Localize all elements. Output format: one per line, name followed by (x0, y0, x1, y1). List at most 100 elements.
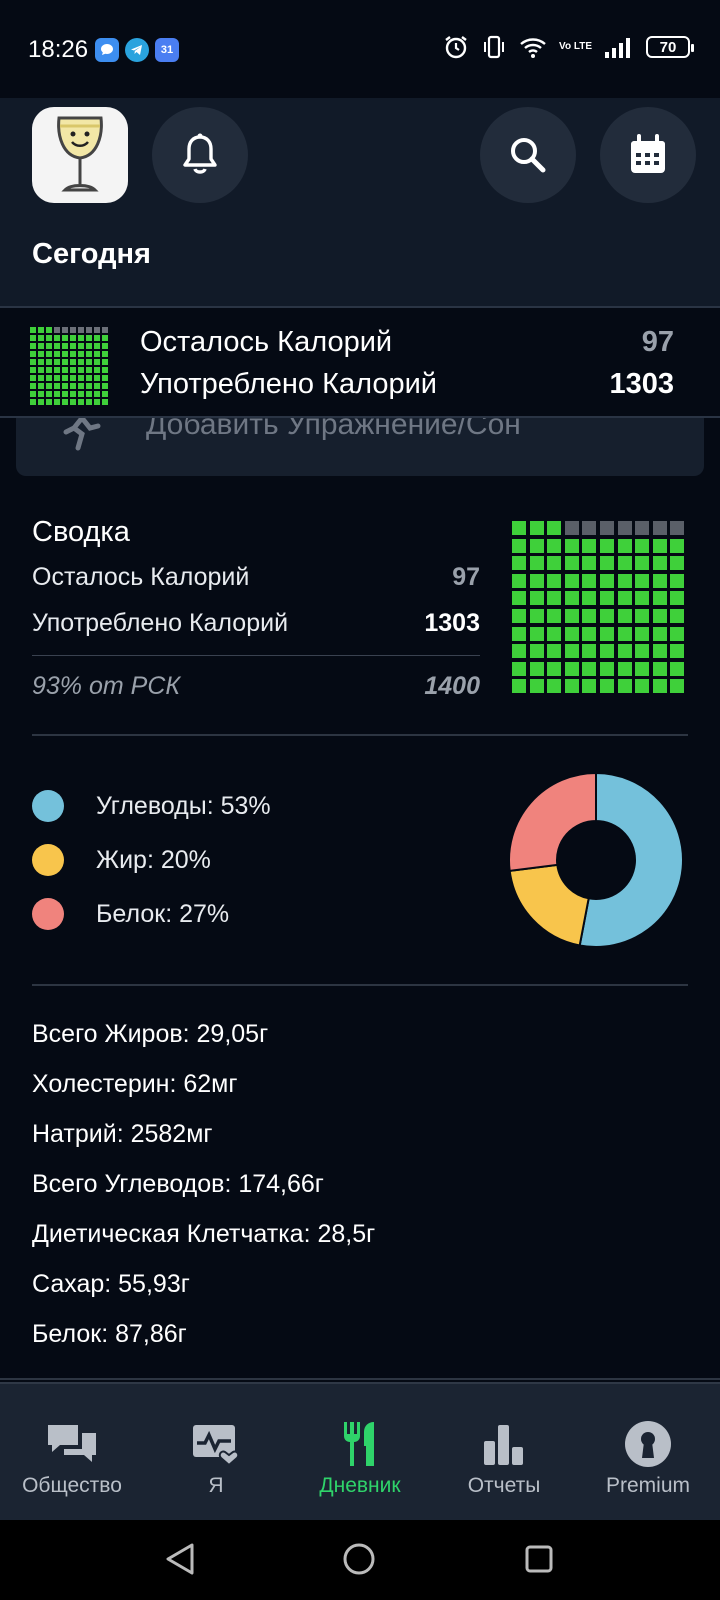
back-icon[interactable] (164, 1542, 196, 1576)
summary-remaining-label: Осталось Калорий (32, 563, 250, 591)
progress-cell (617, 661, 632, 676)
progress-cell (94, 359, 100, 365)
nav-me[interactable]: Я (144, 1384, 288, 1520)
progress-cell (652, 644, 667, 659)
progress-cell (70, 383, 76, 389)
summary-section: Сводка Осталось Калорий 97 Употреблено К… (32, 510, 690, 700)
progress-cell (547, 608, 562, 623)
progress-cell (670, 644, 685, 659)
progress-cell (62, 383, 68, 389)
progress-cell (86, 351, 92, 357)
progress-cell (46, 359, 52, 365)
progress-cell (46, 343, 52, 349)
progress-cell (652, 591, 667, 606)
progress-cell (86, 391, 92, 397)
progress-cell (30, 399, 36, 405)
progress-cell (564, 608, 579, 623)
notifications-button[interactable] (152, 107, 248, 203)
page-title: Сегодня (32, 238, 151, 270)
progress-cell (38, 351, 44, 357)
progress-cell (30, 391, 36, 397)
progress-cell (652, 573, 667, 588)
progress-cell (512, 538, 526, 553)
progress-cell (78, 343, 84, 349)
recents-icon[interactable] (524, 1544, 554, 1574)
progress-cell (670, 591, 685, 606)
progress-cell (582, 556, 597, 571)
progress-cell (512, 573, 526, 588)
calendar-button[interactable] (600, 107, 696, 203)
progress-cell (102, 343, 108, 349)
nav-me-label: Я (208, 1474, 224, 1497)
progress-cell (38, 399, 44, 405)
progress-cell (652, 679, 667, 694)
progress-cell (70, 367, 76, 373)
nav-community[interactable]: Общество (0, 1384, 144, 1520)
search-button[interactable] (480, 107, 576, 203)
progress-cell (94, 391, 100, 397)
rsk-label: 93% от РСК (32, 672, 181, 700)
progress-cell (86, 359, 92, 365)
progress-cell (582, 591, 597, 606)
progress-cell (86, 335, 92, 341)
progress-cell (46, 335, 52, 341)
progress-cell (599, 679, 614, 694)
nav-reports-label: Отчеты (467, 1474, 541, 1497)
progress-cell (547, 626, 562, 641)
progress-cell (564, 556, 579, 571)
progress-cell (30, 351, 36, 357)
progress-cell (529, 591, 544, 606)
progress-cell (54, 367, 60, 373)
progress-cell (54, 383, 60, 389)
progress-cell (529, 644, 544, 659)
progress-cell (564, 644, 579, 659)
fat-label: Жир: 20% (96, 845, 211, 874)
nav-diary[interactable]: Дневник (288, 1384, 432, 1520)
progress-cell (70, 327, 76, 333)
home-icon[interactable] (342, 1542, 376, 1576)
nutrient-cholesterol: Холестерин: 62мг (32, 1070, 238, 1098)
progress-cell (78, 375, 84, 381)
progress-cell (38, 343, 44, 349)
progress-cell (617, 644, 632, 659)
progress-cell (564, 679, 579, 694)
progress-cell (38, 383, 44, 389)
progress-cell (670, 661, 685, 676)
summary-consumed-label: Употреблено Калорий (32, 609, 289, 637)
progress-cell (62, 375, 68, 381)
progress-cell (38, 327, 44, 333)
progress-cell (670, 521, 685, 535)
progress-cell (102, 375, 108, 381)
alarm-icon (445, 36, 467, 59)
progress-cell (547, 556, 562, 571)
progress-cell (512, 661, 526, 676)
nutrient-sodium: Натрий: 2582мг (32, 1120, 213, 1148)
progress-cell (62, 351, 68, 357)
progress-cell (529, 521, 544, 535)
progress-cell (62, 359, 68, 365)
battery-indicator: 70 (646, 36, 694, 58)
progress-cell (62, 327, 68, 333)
progress-cell (38, 375, 44, 381)
nutrient-sugar: Сахар: 55,93г (32, 1270, 190, 1298)
progress-cell (670, 538, 685, 553)
fat-dot-icon (32, 844, 64, 876)
bar-chart-icon (484, 1425, 523, 1465)
progress-cell (635, 679, 650, 694)
progress-cell (30, 335, 36, 341)
calorie-mini-grid (30, 327, 108, 405)
macro-carbs: Углеводы: 53% (32, 790, 271, 822)
app-logo[interactable] (32, 107, 128, 203)
progress-cell (564, 538, 579, 553)
bell-icon (183, 133, 217, 174)
progress-cell (635, 573, 650, 588)
status-indicators: Vo LTE 70 (443, 34, 694, 60)
nav-premium[interactable]: Premium (576, 1384, 720, 1520)
nav-reports[interactable]: Отчеты (432, 1384, 576, 1520)
progress-cell (582, 521, 597, 535)
sticky-consumed-label: Употреблено Калорий (140, 368, 438, 400)
progress-cell (38, 359, 44, 365)
progress-cell (78, 399, 84, 405)
progress-cell (617, 521, 632, 535)
progress-cell (78, 359, 84, 365)
